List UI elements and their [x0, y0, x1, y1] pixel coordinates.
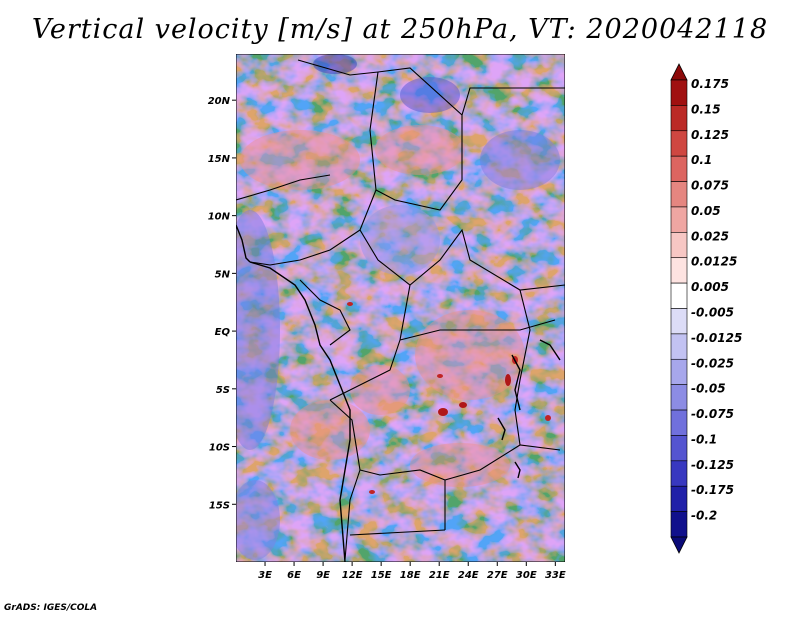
colorbar-label: -0.175	[691, 483, 734, 497]
colorbar-swatch	[670, 130, 688, 157]
lat-label: 15N	[208, 154, 231, 165]
chart-title: Vertical velocity [m/s] at 250hPa, VT: 2…	[31, 14, 769, 45]
velocity-field	[236, 54, 565, 562]
colorbar-label: -0.075	[691, 407, 734, 421]
lat-label: 5S	[216, 385, 230, 396]
colorbar-label: 0.005	[691, 280, 729, 294]
colorbar-label: 0.075	[691, 179, 729, 193]
coastline	[236, 224, 561, 562]
colorbar-swatch	[670, 155, 688, 182]
lon-label: 27E	[487, 570, 508, 581]
colorbar-label: 0.15	[691, 102, 721, 116]
colorbar-label: -0.1	[691, 432, 717, 446]
longitude-axis: 3E 6E 9E 12E 15E 18E 21E 24E 27E 30E 33E	[258, 562, 566, 581]
colorbar-label: 0.125	[691, 128, 729, 142]
positive-velocity-regions	[240, 125, 525, 487]
lat-label: 15S	[209, 500, 230, 511]
colorbar-swatch	[670, 435, 688, 462]
colorbar-swatch	[670, 206, 688, 233]
lon-label: 18E	[400, 570, 421, 581]
colorbar-label: -0.125	[691, 458, 734, 472]
colorbar-swatch	[670, 485, 688, 512]
lon-label: 33E	[545, 570, 566, 581]
colorbar-swatch	[670, 105, 688, 132]
colorbar-label: 0.1	[691, 153, 712, 167]
colorbar-swatch	[670, 232, 688, 259]
colorbar-swatch	[670, 511, 688, 538]
lat-label: 20N	[208, 96, 231, 107]
colorbar: 0.175 0.15 0.125 0.1 0.075 0.05 0.025 0.0125 0.0…	[670, 63, 742, 554]
country-borders	[236, 59, 565, 561]
lon-label: 24E	[458, 570, 479, 581]
grads-credit: GrADS: IGES/COLA	[4, 603, 98, 613]
lon-label: 6E	[287, 570, 301, 581]
colorbar-swatch	[670, 460, 688, 487]
negative-velocity-regions	[236, 54, 560, 560]
colorbar-label: -0.05	[691, 382, 726, 396]
colorbar-swatch	[670, 282, 688, 309]
colorbar-label: -0.005	[691, 306, 734, 320]
colorbar-swatch	[670, 409, 688, 436]
colorbar-swatch	[670, 333, 688, 360]
lat-label: EQ	[215, 327, 231, 338]
colorbar-swatch	[670, 358, 688, 385]
colorbar-swatch	[670, 181, 688, 208]
colorbar-label: 0.05	[691, 204, 721, 218]
colorbar-label: -0.0125	[691, 331, 742, 345]
colorbar-top-arrow	[670, 63, 688, 81]
lon-label: 21E	[429, 570, 450, 581]
lon-label: 15E	[371, 570, 392, 581]
lat-label: 10S	[209, 443, 230, 454]
strong-updraft-cells	[347, 302, 551, 494]
colorbar-label: -0.2	[691, 509, 717, 523]
lat-label: 5N	[215, 269, 231, 280]
lon-label: 12E	[342, 570, 363, 581]
colorbar-label: -0.025	[691, 356, 734, 370]
lon-label: 3E	[258, 570, 272, 581]
latitude-axis: 20N 15N 10N 5N EQ 5S 10S 15S	[208, 96, 236, 511]
lon-label: 9E	[316, 570, 330, 581]
colorbar-label: 0.175	[691, 77, 729, 91]
colorbar-swatch	[670, 79, 688, 106]
lat-label: 10N	[208, 212, 231, 223]
colorbar-swatch	[670, 308, 688, 335]
colorbar-swatch	[670, 384, 688, 411]
colorbar-bottom-arrow	[670, 536, 688, 554]
lon-label: 30E	[516, 570, 537, 581]
colorbar-label: 0.0125	[691, 255, 737, 269]
colorbar-label: 0.025	[691, 229, 729, 243]
colorbar-swatch	[670, 257, 688, 284]
